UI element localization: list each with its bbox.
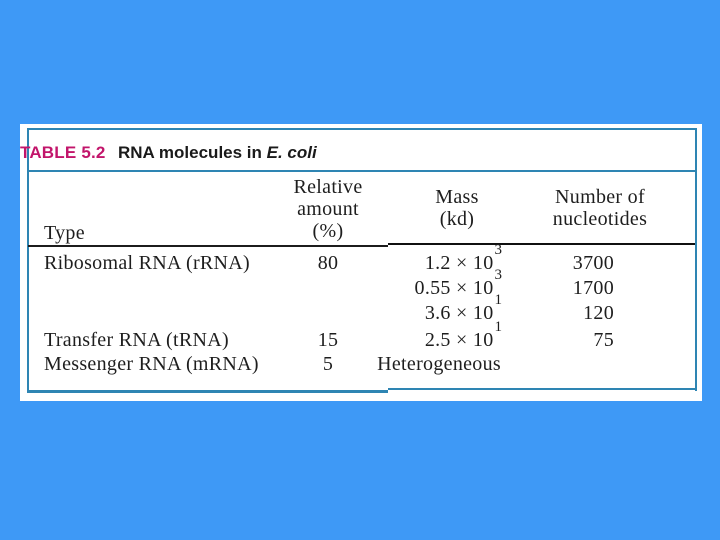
header-line: (kd) — [439, 208, 475, 230]
table-row: Ribosomal RNA (rRNA) 80 1.2 × 103 3700 — [20, 243, 702, 276]
table-label: TABLE 5.2 — [20, 143, 106, 162]
header-line: Number of — [555, 186, 645, 208]
header-rule-left-segment — [28, 245, 388, 247]
table-row: 3.6 × 101 120 — [20, 293, 702, 326]
header-line: Relative — [293, 176, 363, 198]
mass-exponent: 1 — [494, 292, 503, 309]
nucleotides-cell: 3700 — [572, 252, 614, 274]
mass-cell: Heterogeneous — [368, 352, 502, 377]
frame-bottom-right-segment — [388, 388, 697, 390]
relative-amount-cell: 5 — [322, 353, 334, 375]
mass-cell: 3.6 × 101 — [368, 293, 502, 326]
mass-exponent: 3 — [494, 242, 503, 259]
column-header-relative-amount: Relative amount (%) — [250, 176, 406, 242]
table-figure-panel: TABLE 5.2 RNA molecules in E. coli Type … — [20, 124, 702, 401]
header-line: Mass — [435, 186, 479, 208]
header-line: amount — [297, 198, 359, 220]
table-title-text: RNA molecules in — [118, 143, 267, 162]
mass-exponent: 1 — [494, 319, 503, 336]
column-header-type: Type — [44, 222, 85, 244]
relative-amount-cell: 15 — [317, 329, 339, 351]
mass-value: 1.2 × 10 — [424, 252, 494, 274]
table-row: 0.55 × 103 1700 — [20, 268, 702, 301]
header-rule-right-segment — [388, 243, 695, 245]
mass-exponent: 3 — [494, 267, 503, 284]
nucleotides-cell: 1700 — [572, 277, 614, 299]
table-title-species: E. coli — [266, 143, 317, 162]
type-cell: Transfer RNA (tRNA) — [44, 329, 229, 351]
relative-amount-cell: 80 — [317, 252, 339, 274]
mass-value: 3.6 × 10 — [424, 302, 494, 324]
title-divider-line — [27, 170, 697, 172]
table-row: Transfer RNA (tRNA) 15 2.5 × 101 75 — [20, 320, 702, 353]
mass-value: 2.5 × 10 — [424, 329, 494, 351]
header-line: (%) — [312, 220, 344, 242]
table-row: Messenger RNA (mRNA) 5 Heterogeneous — [20, 352, 702, 377]
nucleotides-cell: 120 — [583, 302, 614, 324]
type-cell: Messenger RNA (mRNA) — [44, 353, 259, 375]
mass-value: Heterogeneous — [377, 353, 501, 375]
mass-cell: 1.2 × 103 — [368, 243, 502, 276]
frame-bottom-left-segment — [27, 390, 388, 393]
header-line: nucleotides — [552, 208, 648, 230]
mass-value: 0.55 × 10 — [414, 277, 494, 299]
column-header-mass: Mass (kd) — [397, 186, 517, 230]
column-header-nucleotides: Number of nucleotides — [525, 186, 675, 230]
mass-cell: 0.55 × 103 — [368, 268, 502, 301]
mass-cell: 2.5 × 101 — [368, 320, 502, 353]
type-cell: Ribosomal RNA (rRNA) — [44, 252, 250, 274]
table-title: RNA molecules in E. coli — [118, 143, 317, 163]
table-frame-border — [27, 128, 697, 391]
nucleotides-cell: 75 — [593, 329, 614, 351]
